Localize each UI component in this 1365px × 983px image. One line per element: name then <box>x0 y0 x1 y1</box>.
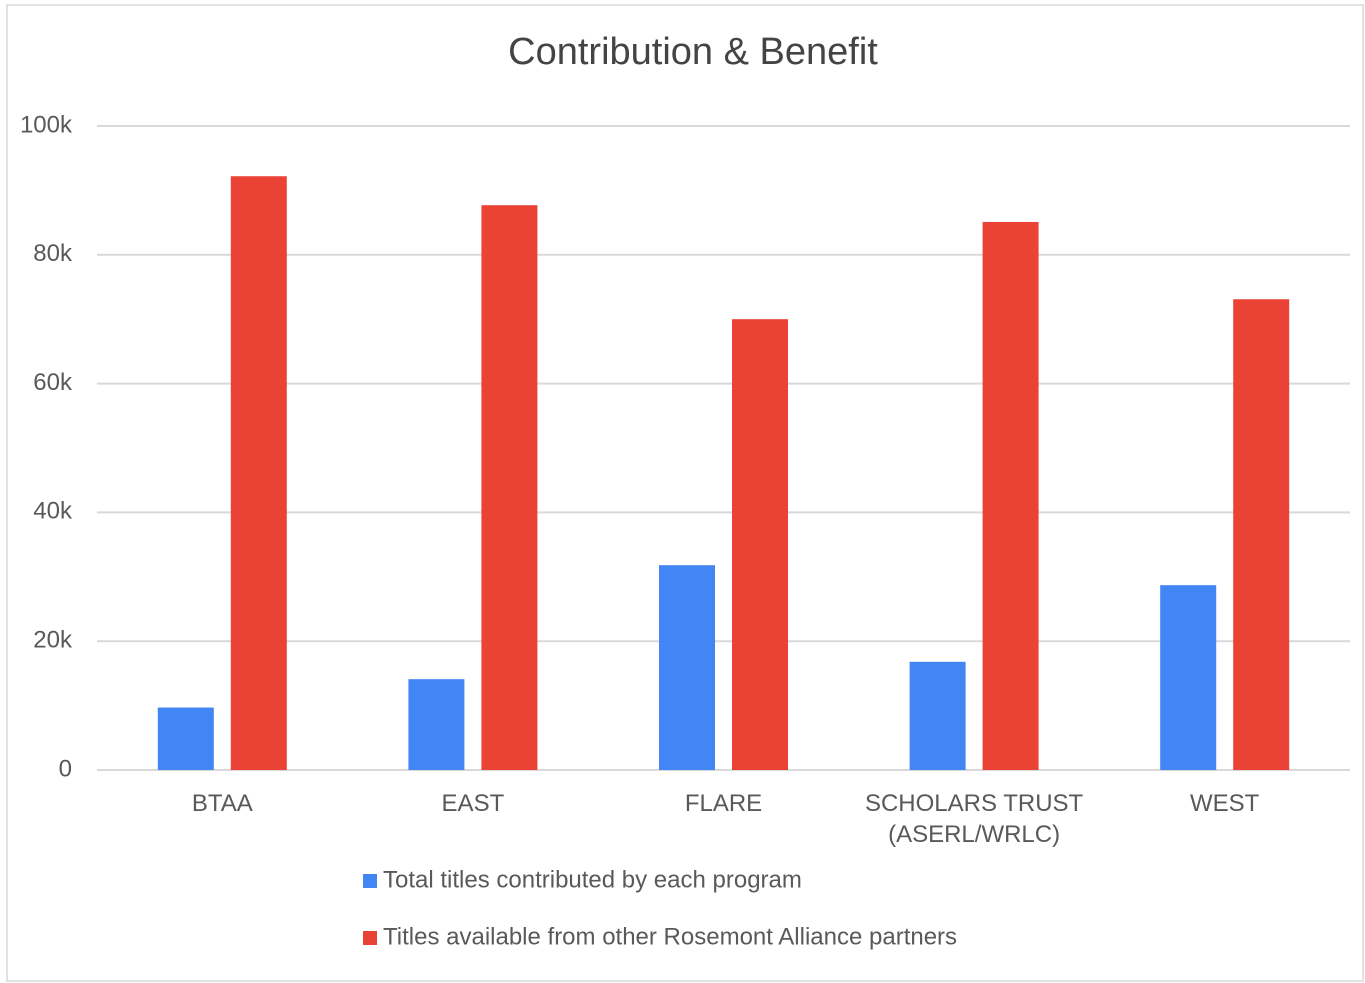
bar <box>909 661 966 770</box>
y-tick-label: 80k <box>33 240 73 267</box>
x-tick-label: FLARE <box>684 790 763 817</box>
y-tick-label: 100k <box>20 111 73 138</box>
x-tick-label: SCHOLARS TRUST (ASERL/WRLC) <box>864 790 1084 848</box>
legend-label: Total titles contributed by each program <box>383 866 802 893</box>
bar <box>408 679 465 770</box>
bar <box>659 565 715 770</box>
bar <box>1160 585 1217 770</box>
legend-label: Titles available from other Rosemont All… <box>383 923 957 950</box>
bar <box>157 707 214 770</box>
y-tick-label: 60k <box>33 369 73 396</box>
legend-swatch <box>363 931 377 945</box>
bar <box>732 319 788 770</box>
bar <box>230 176 287 770</box>
legend-swatch <box>363 874 377 888</box>
chart-frame <box>6 4 1364 982</box>
y-tick-label: 0 <box>59 755 72 782</box>
y-tick-label: 40k <box>33 498 73 525</box>
y-tick-label: 20k <box>33 627 73 654</box>
x-tick-label: BTAA <box>191 790 253 817</box>
bar <box>1233 299 1290 770</box>
x-tick-label: WEST <box>1190 790 1260 817</box>
chart-title: Contribution & Benefit <box>508 31 878 73</box>
bar <box>481 205 538 770</box>
bar <box>982 221 1039 770</box>
x-tick-label: EAST <box>441 790 505 817</box>
